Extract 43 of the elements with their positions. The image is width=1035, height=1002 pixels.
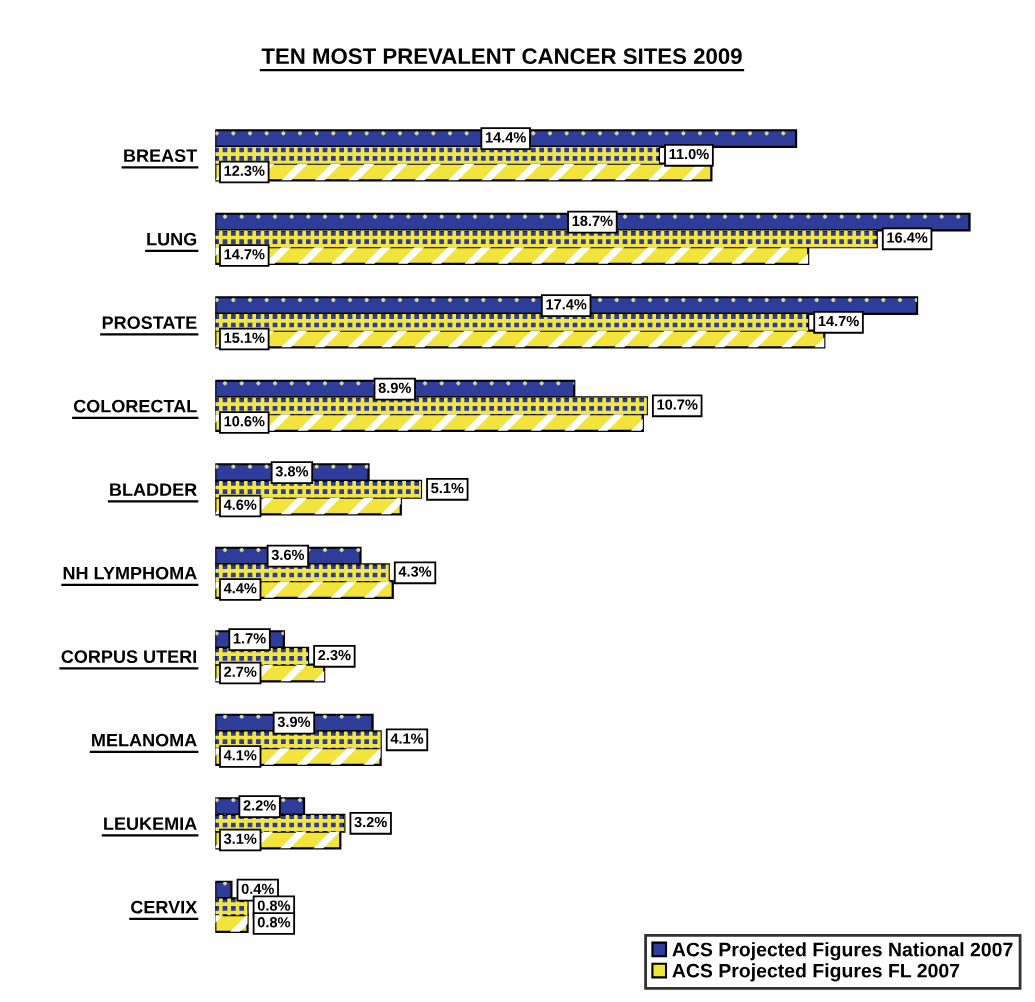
y-tick-label: BLADDER: [110, 483, 197, 496]
y-tick-label: CORPUS UTERI: [61, 650, 197, 664]
y-tick-label: MELANOMA: [92, 733, 197, 747]
y-tick-label: PROSTATE: [102, 316, 197, 330]
legend-label: ACS Projected Figures FL 2007: [672, 963, 960, 982]
data-label: 8.9%: [378, 382, 411, 394]
chart-title: TEN MOST PREVALENT CANCER SITES 2009: [261, 48, 742, 65]
data-label: 16.4%: [887, 232, 928, 243]
y-tick-label: NH LYMPHOMA: [63, 566, 197, 580]
y-tick-label: CERVIX: [131, 900, 198, 914]
data-label: 14.7%: [818, 315, 859, 327]
data-label: 0.8%: [257, 917, 291, 928]
data-label: 14.7%: [224, 249, 265, 260]
data-label: 1.7%: [233, 633, 266, 644]
data-label: 3.2%: [354, 816, 387, 828]
data-label: 4.1%: [223, 750, 257, 761]
data-label: 3.1%: [223, 833, 257, 844]
data-label: 2.7%: [224, 666, 257, 677]
data-label: 4.3%: [398, 566, 432, 577]
data-label: 3.9%: [277, 716, 311, 728]
data-label: 2.3%: [318, 649, 351, 661]
legend-label: ACS Projected Figures National 2007: [672, 942, 1013, 961]
y-tick-label: BREAST: [124, 149, 198, 163]
data-label: 0.4%: [241, 883, 274, 895]
data-label: 15.1%: [224, 332, 265, 343]
data-label: 5.1%: [431, 482, 464, 494]
data-label: 4.6%: [223, 499, 257, 510]
data-label: 3.6%: [271, 549, 305, 561]
data-label: 11.0%: [669, 148, 709, 160]
data-label: 4.4%: [223, 583, 257, 594]
data-label: 10.7%: [657, 399, 698, 410]
data-label: 4.1%: [390, 733, 424, 744]
y-tick-label: LUNG: [147, 232, 197, 246]
data-label: 12.3%: [224, 165, 265, 176]
data-label: 0.8%: [257, 900, 291, 911]
y-tick-label: COLORECTAL: [73, 399, 197, 413]
data-label: 18.7%: [572, 215, 613, 227]
data-label: 17.4%: [546, 299, 587, 310]
data-label: 3.8%: [275, 466, 309, 477]
data-label: 2.2%: [243, 800, 276, 811]
data-label: 10.6%: [224, 416, 265, 427]
y-tick-label: LEUKEMIA: [104, 817, 197, 831]
data-label: 14.4%: [485, 132, 526, 143]
